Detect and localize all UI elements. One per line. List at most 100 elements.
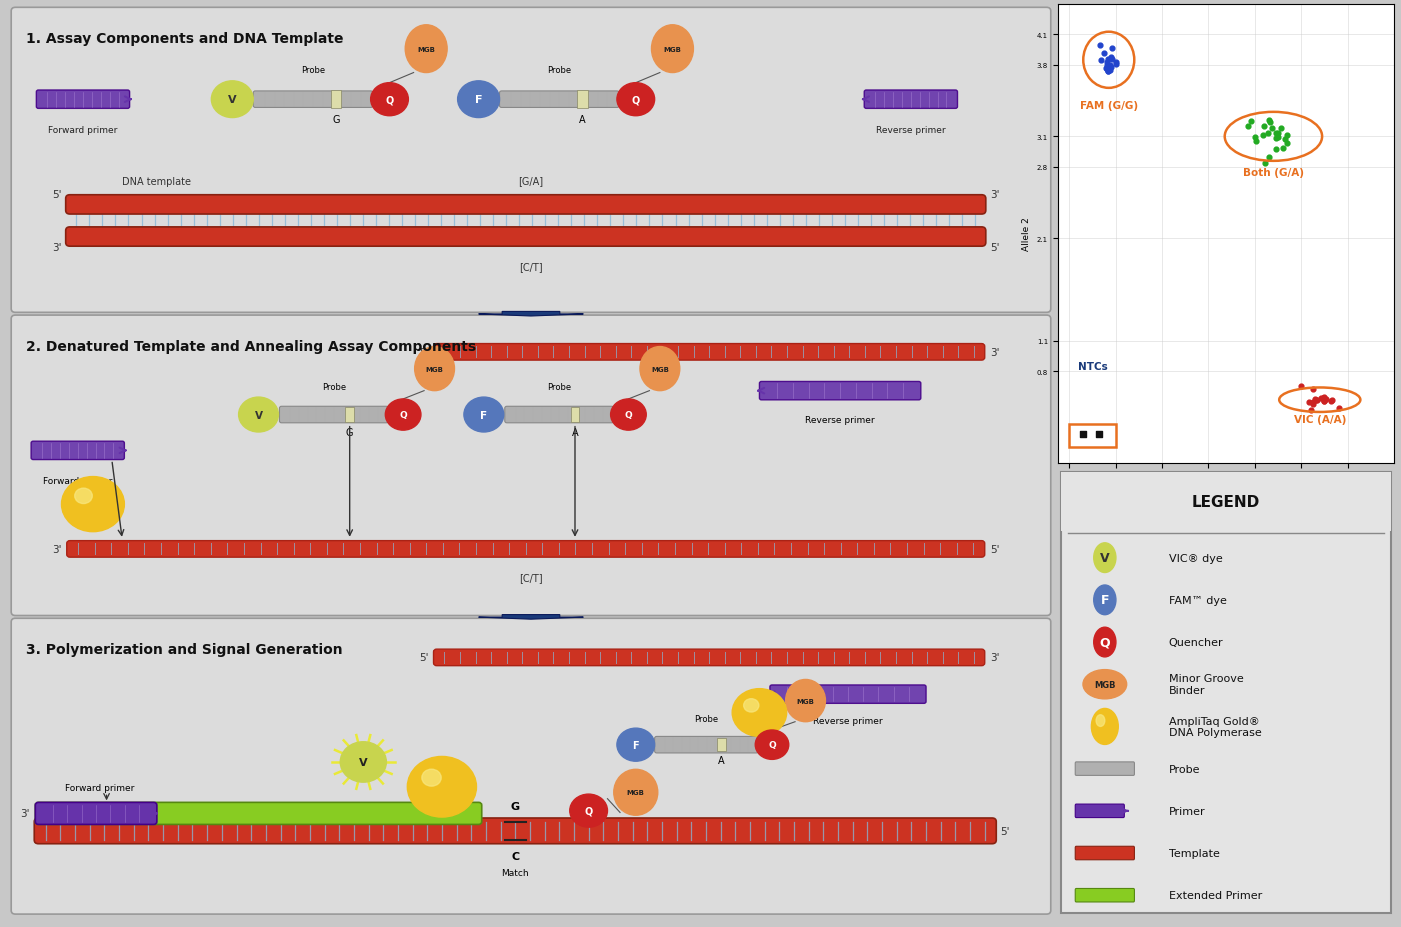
Text: V: V: [359, 757, 367, 768]
FancyBboxPatch shape: [500, 92, 619, 108]
FancyBboxPatch shape: [34, 819, 996, 844]
Text: Both (G/A): Both (G/A): [1243, 168, 1304, 178]
FancyBboxPatch shape: [31, 441, 125, 460]
Point: [1269, 121, 1292, 136]
Text: G: G: [346, 427, 353, 438]
Point: [1327, 400, 1349, 415]
FancyBboxPatch shape: [11, 8, 1051, 313]
Polygon shape: [479, 615, 583, 619]
Text: F: F: [481, 410, 488, 420]
Point: [1105, 57, 1128, 72]
Text: Primer: Primer: [1168, 806, 1205, 816]
Text: Q: Q: [399, 411, 408, 420]
Circle shape: [755, 730, 789, 759]
FancyBboxPatch shape: [254, 92, 373, 108]
Text: F: F: [475, 95, 482, 105]
Circle shape: [616, 83, 654, 117]
Text: Forward primer: Forward primer: [64, 783, 134, 793]
Text: FAM™ dye: FAM™ dye: [1168, 595, 1227, 605]
FancyBboxPatch shape: [1075, 762, 1135, 776]
Y-axis label: Allele 2: Allele 2: [1023, 217, 1031, 251]
Point: [1299, 395, 1321, 410]
Text: Reverse primer: Reverse primer: [876, 126, 946, 134]
Point: [1303, 392, 1325, 407]
Circle shape: [385, 400, 420, 431]
Text: MGB: MGB: [664, 46, 681, 53]
Circle shape: [616, 729, 654, 761]
Text: [C/T]: [C/T]: [520, 572, 542, 582]
Text: Probe: Probe: [695, 714, 719, 723]
Circle shape: [408, 756, 476, 818]
Text: Forward primer: Forward primer: [43, 476, 112, 486]
Text: Q: Q: [625, 411, 632, 420]
Text: MGB: MGB: [797, 698, 814, 704]
Circle shape: [340, 742, 387, 782]
FancyBboxPatch shape: [66, 196, 986, 215]
Text: Minor Groove
Binder: Minor Groove Binder: [1168, 674, 1244, 695]
Text: C: C: [511, 851, 520, 861]
FancyBboxPatch shape: [1075, 846, 1135, 860]
Point: [1254, 157, 1276, 171]
Point: [1243, 131, 1265, 146]
Point: [1251, 129, 1274, 144]
Text: V: V: [228, 95, 237, 105]
Point: [1321, 393, 1344, 408]
Text: 5': 5': [52, 190, 62, 200]
Circle shape: [458, 82, 500, 119]
Point: [1306, 393, 1328, 408]
Bar: [1061, 473, 1391, 531]
Point: [1100, 50, 1122, 65]
Circle shape: [570, 794, 608, 827]
Point: [1096, 63, 1118, 78]
Polygon shape: [479, 312, 583, 317]
FancyBboxPatch shape: [759, 382, 920, 400]
Text: Probe: Probe: [322, 383, 346, 391]
Ellipse shape: [415, 348, 454, 391]
Text: Q: Q: [385, 95, 394, 105]
Text: V: V: [255, 410, 262, 420]
Point: [1267, 126, 1289, 141]
FancyBboxPatch shape: [1061, 473, 1391, 913]
Text: MGB: MGB: [1094, 680, 1115, 689]
Text: Probe: Probe: [1168, 764, 1201, 774]
Point: [1310, 391, 1332, 406]
Point: [1311, 391, 1334, 406]
Point: [1302, 382, 1324, 397]
Point: [1302, 398, 1324, 413]
Point: [1313, 394, 1335, 409]
Point: [1320, 394, 1342, 409]
Text: Forward primer: Forward primer: [48, 126, 118, 134]
Text: 5': 5': [419, 653, 429, 663]
Point: [1265, 132, 1288, 146]
Circle shape: [371, 83, 408, 117]
Circle shape: [62, 477, 125, 532]
Point: [1097, 53, 1119, 68]
FancyBboxPatch shape: [66, 228, 986, 247]
Point: [1275, 129, 1297, 144]
Bar: [717, 739, 726, 751]
Text: Reverse primer: Reverse primer: [813, 717, 883, 726]
Circle shape: [733, 689, 787, 737]
Point: [1290, 379, 1313, 394]
Text: MGB: MGB: [426, 366, 444, 373]
Text: A: A: [572, 427, 579, 438]
Point: [1090, 54, 1112, 69]
FancyBboxPatch shape: [36, 91, 130, 109]
FancyBboxPatch shape: [35, 803, 157, 824]
Text: F: F: [632, 740, 639, 750]
Point: [1267, 130, 1289, 145]
Text: MGB: MGB: [417, 46, 436, 53]
Text: G: G: [511, 801, 520, 811]
Circle shape: [611, 400, 646, 431]
Text: 3': 3': [52, 242, 62, 252]
Point: [1097, 65, 1119, 80]
Point: [1237, 120, 1259, 134]
Text: 3': 3': [991, 653, 999, 663]
Ellipse shape: [640, 348, 679, 391]
Ellipse shape: [405, 26, 447, 73]
Text: Probe: Probe: [548, 383, 572, 391]
FancyBboxPatch shape: [35, 803, 482, 824]
Text: 5': 5': [419, 348, 429, 358]
Point: [1276, 136, 1299, 151]
FancyBboxPatch shape: [279, 407, 388, 424]
